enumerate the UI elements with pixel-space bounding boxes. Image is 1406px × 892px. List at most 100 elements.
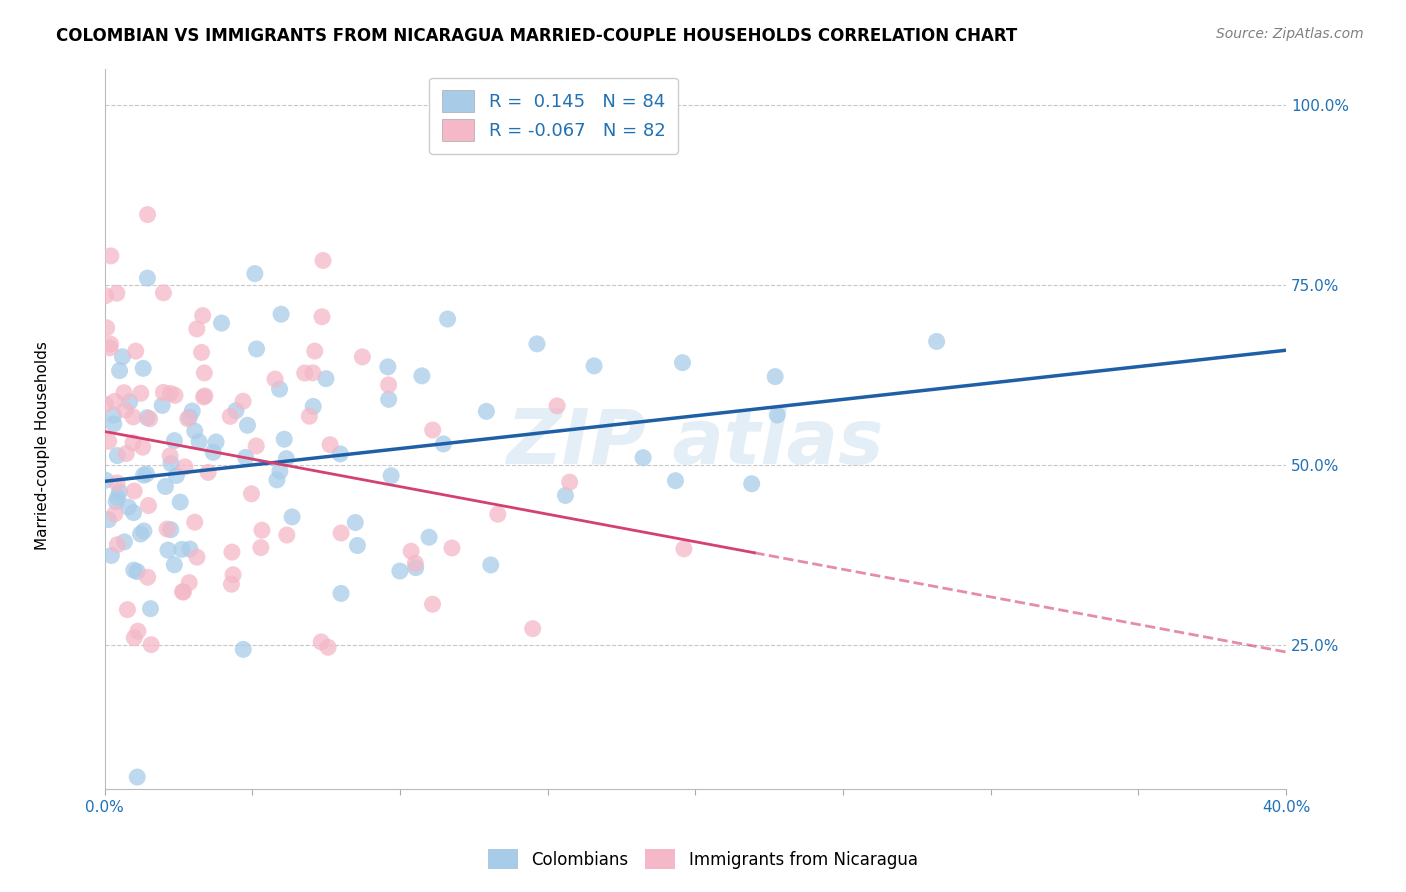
Point [302, 366, 325, 380]
Point [377, 392, 399, 407]
Point [100, 337, 122, 351]
Point [97, 513, 120, 527]
Point [191, 309, 214, 323]
Point [211, 316, 233, 330]
Point [135, 467, 157, 481]
Point [115, 446, 138, 460]
Point [221, 545, 243, 559]
Point [159, 386, 181, 401]
Point [132, 440, 155, 454]
Point [172, 585, 194, 599]
Point [186, 322, 208, 336]
Point [225, 403, 247, 417]
Point [111, 350, 134, 364]
Legend: Colombians, Immigrants from Nicaragua: Colombians, Immigrants from Nicaragua [478, 838, 928, 880]
Point [479, 558, 502, 572]
Point [330, 586, 353, 600]
Point [671, 356, 693, 370]
Point [139, 601, 162, 615]
Text: Married-couple Households: Married-couple Households [35, 342, 49, 550]
Point [96, 321, 118, 335]
Point [436, 312, 458, 326]
Point [205, 435, 228, 450]
Point [243, 267, 266, 281]
Point [118, 395, 141, 409]
Point [193, 366, 215, 380]
Point [103, 409, 125, 423]
Point [156, 543, 179, 558]
Point [132, 361, 155, 376]
Point [232, 394, 254, 409]
Point [184, 515, 207, 529]
Point [197, 466, 219, 480]
Point [235, 450, 257, 465]
Point [352, 350, 374, 364]
Point [136, 410, 159, 425]
Point [105, 286, 128, 301]
Point [522, 622, 544, 636]
Point [129, 527, 152, 541]
Point [309, 635, 332, 649]
Point [103, 417, 125, 431]
Point [132, 524, 155, 538]
Point [150, 399, 173, 413]
Point [219, 409, 242, 424]
Point [763, 369, 786, 384]
Point [117, 500, 139, 515]
Point [112, 385, 135, 400]
Point [222, 567, 245, 582]
Point [141, 638, 163, 652]
Point [159, 523, 181, 537]
Point [104, 394, 127, 409]
Point [388, 564, 411, 578]
Point [405, 560, 427, 574]
Point [122, 435, 145, 450]
Point [190, 345, 212, 359]
Point [122, 631, 145, 645]
Point [98, 341, 121, 355]
Point [298, 409, 321, 424]
Point [179, 542, 201, 557]
Point [100, 249, 122, 263]
Text: ZIP atlas: ZIP atlas [506, 406, 884, 480]
Point [163, 434, 186, 448]
Point [404, 557, 426, 571]
Point [105, 538, 128, 552]
Point [188, 434, 211, 449]
Point [486, 508, 509, 522]
Point [165, 468, 187, 483]
Text: COLOMBIAN VS IMMIGRANTS FROM NICARAGUA MARRIED-COUPLE HOUSEHOLDS CORRELATION CHA: COLOMBIAN VS IMMIGRANTS FROM NICARAGUA M… [56, 27, 1018, 45]
Point [159, 449, 181, 463]
Point [583, 359, 606, 373]
Point [270, 307, 292, 321]
Point [105, 494, 128, 508]
Point [202, 445, 225, 459]
Point [377, 359, 399, 374]
Point [380, 468, 402, 483]
Point [163, 558, 186, 572]
Point [138, 499, 160, 513]
Point [546, 399, 568, 413]
Point [422, 423, 444, 437]
Point [304, 344, 326, 359]
Point [152, 385, 174, 400]
Legend: R =  0.145   N = 84, R = -0.067   N = 82: R = 0.145 N = 84, R = -0.067 N = 82 [429, 78, 678, 154]
Point [122, 409, 145, 424]
Point [558, 475, 581, 489]
Point [179, 575, 201, 590]
Point [329, 447, 352, 461]
Point [316, 640, 339, 655]
Text: Source: ZipAtlas.com: Source: ZipAtlas.com [1216, 27, 1364, 41]
Point [273, 432, 295, 446]
Point [312, 253, 335, 268]
Point [319, 438, 342, 452]
Point [108, 484, 131, 499]
Point [136, 208, 159, 222]
Point [311, 310, 333, 324]
Point [221, 577, 243, 591]
Point [129, 386, 152, 401]
Point [132, 468, 155, 483]
Point [315, 371, 337, 385]
Point [344, 516, 367, 530]
Point [925, 334, 948, 349]
